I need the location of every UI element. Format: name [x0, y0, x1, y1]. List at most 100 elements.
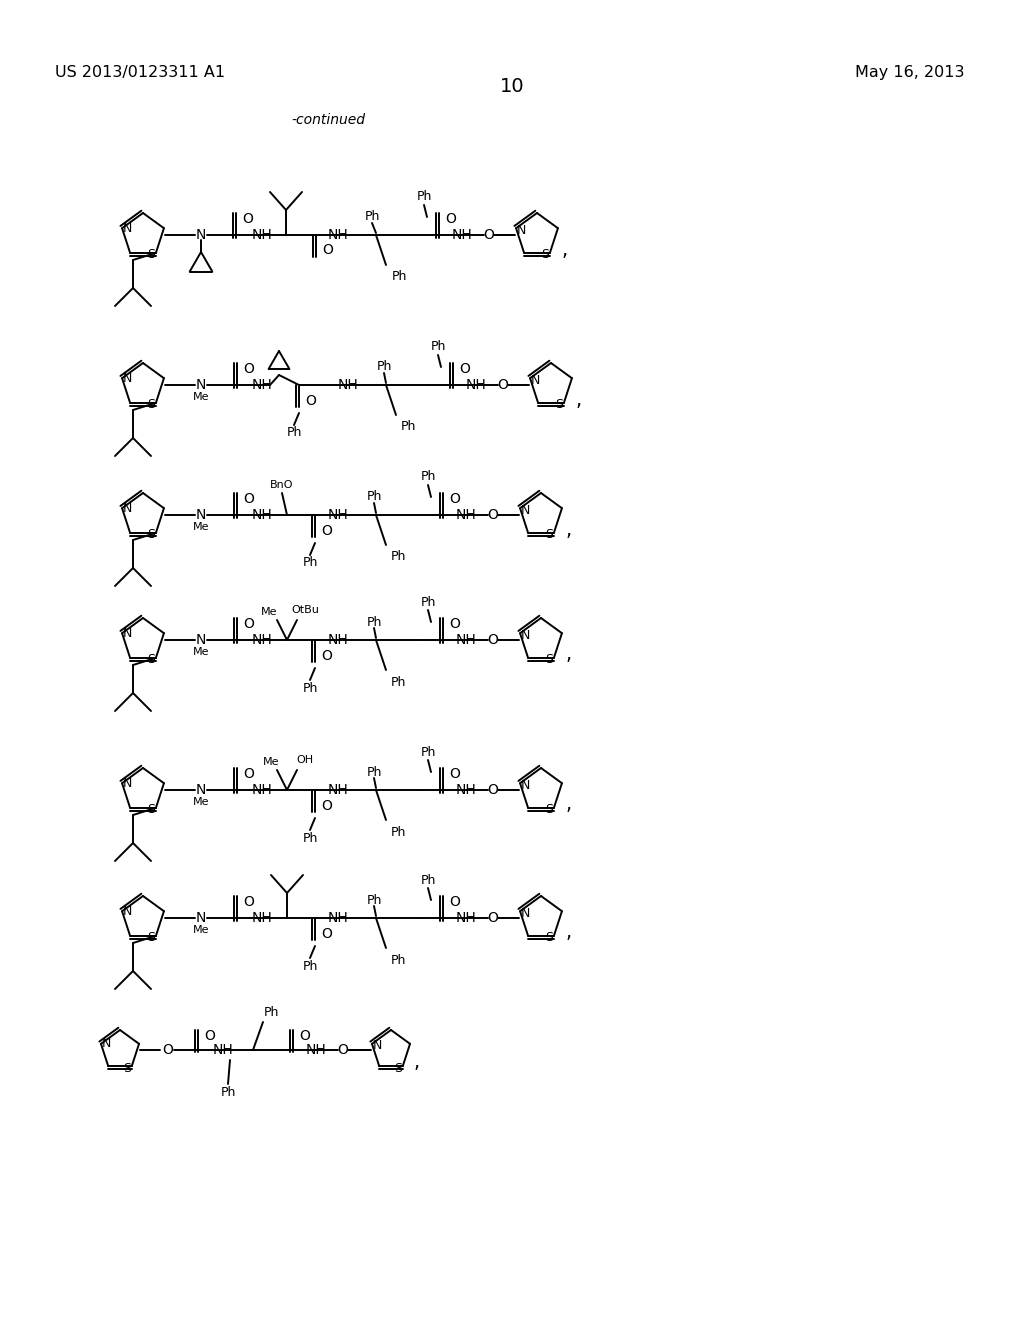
- Text: Ph: Ph: [367, 615, 382, 628]
- Text: Ph: Ph: [391, 825, 407, 838]
- Text: O: O: [305, 393, 316, 408]
- Text: Ph: Ph: [391, 550, 407, 564]
- Text: O: O: [163, 1043, 173, 1057]
- Text: O: O: [322, 927, 333, 941]
- Text: NH: NH: [213, 1043, 233, 1057]
- Text: US 2013/0123311 A1: US 2013/0123311 A1: [55, 65, 225, 79]
- Text: NH: NH: [456, 783, 476, 797]
- Text: N: N: [516, 223, 525, 236]
- Text: Ph: Ph: [367, 894, 382, 907]
- Text: ,: ,: [566, 796, 572, 814]
- Text: N: N: [520, 907, 529, 920]
- Text: Me: Me: [193, 797, 209, 807]
- Text: ,: ,: [566, 924, 572, 942]
- Text: NH: NH: [328, 508, 348, 521]
- Text: O: O: [322, 799, 333, 813]
- Text: Ph: Ph: [417, 190, 432, 203]
- Text: Ph: Ph: [391, 953, 407, 966]
- Text: NH: NH: [252, 508, 272, 521]
- Text: Me: Me: [193, 925, 209, 935]
- Text: ,: ,: [566, 645, 572, 664]
- Text: O: O: [487, 911, 499, 925]
- Text: NH: NH: [328, 783, 348, 797]
- Text: N: N: [196, 911, 206, 925]
- Text: N: N: [123, 372, 132, 384]
- Text: BnO: BnO: [270, 480, 294, 490]
- Text: N: N: [373, 1039, 382, 1052]
- Text: Ph: Ph: [302, 557, 317, 569]
- Text: N: N: [123, 222, 132, 235]
- Text: Ph: Ph: [302, 960, 317, 973]
- Text: O: O: [460, 362, 470, 376]
- Text: NH: NH: [328, 634, 348, 647]
- Text: Ph: Ph: [263, 1006, 279, 1019]
- Text: O: O: [244, 492, 254, 506]
- Text: S: S: [545, 528, 553, 541]
- Text: O: O: [450, 895, 461, 909]
- Text: N: N: [196, 228, 206, 242]
- Text: S: S: [146, 653, 155, 667]
- Text: NH: NH: [252, 911, 272, 925]
- Text: Ph: Ph: [401, 421, 417, 433]
- Text: S: S: [146, 248, 155, 261]
- Text: O: O: [323, 243, 334, 257]
- Text: ,: ,: [575, 391, 582, 409]
- Text: N: N: [196, 508, 206, 521]
- Text: NH: NH: [338, 378, 358, 392]
- Text: S: S: [545, 804, 553, 816]
- Text: NH: NH: [252, 783, 272, 797]
- Text: Ph: Ph: [365, 210, 380, 223]
- Text: O: O: [205, 1030, 215, 1043]
- Text: NH: NH: [456, 508, 476, 521]
- Text: Me: Me: [193, 392, 209, 403]
- Text: S: S: [146, 932, 155, 944]
- Text: Ph: Ph: [302, 832, 317, 845]
- Text: S: S: [541, 248, 549, 261]
- Text: Ph: Ph: [287, 426, 302, 440]
- Text: NH: NH: [252, 634, 272, 647]
- Text: S: S: [545, 653, 553, 667]
- Text: Ph: Ph: [420, 874, 435, 887]
- Text: O: O: [450, 767, 461, 781]
- Text: N: N: [196, 378, 206, 392]
- Text: O: O: [445, 213, 457, 226]
- Text: N: N: [196, 783, 206, 797]
- Text: N: N: [196, 634, 206, 647]
- Text: ,: ,: [566, 520, 572, 540]
- Text: NH: NH: [305, 1043, 327, 1057]
- Text: N: N: [123, 904, 132, 917]
- Text: O: O: [483, 228, 495, 242]
- Text: NH: NH: [252, 378, 272, 392]
- Text: OH: OH: [296, 755, 313, 766]
- Text: S: S: [146, 399, 155, 412]
- Text: O: O: [244, 616, 254, 631]
- Text: N: N: [520, 504, 529, 516]
- Text: Me: Me: [263, 756, 280, 767]
- Text: O: O: [498, 378, 509, 392]
- Text: O: O: [322, 524, 333, 539]
- Text: Ph: Ph: [391, 676, 407, 689]
- Text: S: S: [146, 804, 155, 816]
- Text: Me: Me: [261, 607, 278, 616]
- Text: Me: Me: [193, 647, 209, 657]
- Text: O: O: [338, 1043, 348, 1057]
- Text: ,: ,: [562, 240, 568, 260]
- Text: O: O: [487, 634, 499, 647]
- Text: Ph: Ph: [302, 681, 317, 694]
- Text: O: O: [487, 783, 499, 797]
- Text: O: O: [450, 492, 461, 506]
- Text: N: N: [520, 628, 529, 642]
- Text: NH: NH: [456, 911, 476, 925]
- Text: OtBu: OtBu: [291, 605, 318, 615]
- Text: S: S: [394, 1061, 401, 1074]
- Text: NH: NH: [252, 228, 272, 242]
- Text: Ph: Ph: [420, 595, 435, 609]
- Text: Ph: Ph: [220, 1085, 236, 1098]
- Text: O: O: [244, 895, 254, 909]
- Text: Ph: Ph: [420, 746, 435, 759]
- Text: N: N: [520, 779, 529, 792]
- Text: May 16, 2013: May 16, 2013: [855, 65, 965, 79]
- Text: S: S: [545, 932, 553, 944]
- Text: -continued: -continued: [291, 114, 365, 127]
- Text: Ph: Ph: [430, 341, 445, 354]
